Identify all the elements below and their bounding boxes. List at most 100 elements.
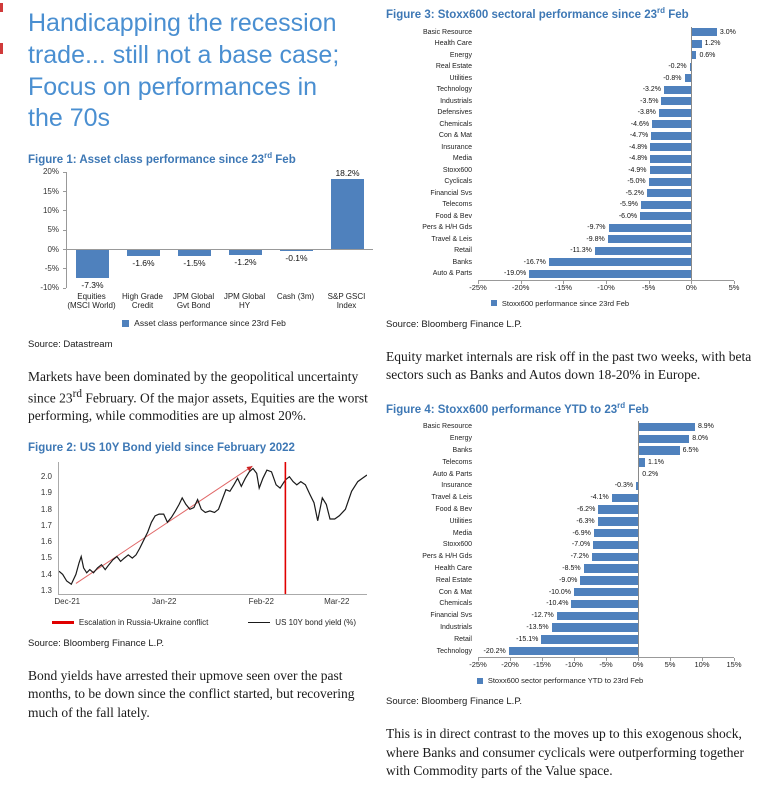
x-axis-tick [734,658,735,662]
legend-label: Asset class performance since 23rd Feb [134,318,286,329]
x-axis-tick-label: -5% [641,282,656,292]
category-label: Insurance [441,482,472,490]
bar [571,599,638,609]
y-axis-tick [63,191,66,193]
figure3-title-suffix: Feb [665,8,689,21]
y-axis-tick-label: 1.4 [40,569,52,579]
bar [598,505,638,514]
bar-value-label: -8.5% [562,564,581,572]
category-label: Energy [449,435,472,443]
x-axis-tick [606,280,607,284]
bar-value-label: -1.2% [234,256,257,267]
bar-plot-area: 20% 15% 10% 5% 0% -5% -10% -7.3% -1.6% -1.5% -1.2%… [28,167,380,292]
bar-value-label: -16.7% [523,258,546,266]
y-axis-tick-label: 0% [47,244,59,254]
figure1-title-superscript: rd [264,151,273,160]
bar-value-label: -7.2% [570,553,589,561]
bar-value-label: -4.8% [629,143,648,151]
legend-marker [476,677,483,684]
paragraph-2: Bond yields have arrested their upmove s… [28,667,355,720]
bar-value-label: -15.1% [516,635,539,643]
bar [529,269,692,278]
x-axis-tick-label: Mar-22 [324,596,350,606]
x-axis-tick-label: -5% [599,660,613,670]
x-axis-tick-label: -10% [565,660,583,670]
bar-value-label: -1.6% [132,258,155,269]
category-label: Energy [449,51,472,59]
bar-value-label: 1.1% [648,458,664,466]
bar-value-label: -7.0% [571,541,591,549]
x-axis-tick-label: 10% [694,660,710,670]
y-axis-tick-label: -10% [40,283,59,293]
bar [684,74,692,83]
bar [541,635,638,644]
bar [608,223,692,232]
bar-value-label: -19.0% [504,270,527,278]
category-label: Cash (3m) [276,291,315,301]
figure-2: Figure 2: US 10Y Bond yield since Februa… [28,442,380,649]
bar-plot-area: Basic Resource 8.9% Energy 8.0% Banks 6.5% Tel… [386,421,766,658]
category-label: Auto & Parts [432,270,472,278]
y-axis-tick-label: 5% [47,225,59,235]
legend-label: Stoxx600 sector performance YTD to 23rd … [487,676,644,686]
x-axis-tick [734,280,735,284]
bar-value-label: -13.5% [526,623,549,631]
category-label: Travel & Leis [431,235,472,243]
bar-value-label: -0.1% [285,252,308,263]
x-axis-tick-label: -15% [554,282,573,292]
bar [649,166,692,175]
y-axis-tick [63,287,66,289]
bar [611,493,638,502]
paragraph-1-suffix: February. Of the major assets, Equities … [28,390,368,424]
figure-1: Figure 1: Asset class performance since … [28,151,380,350]
bar [636,481,638,491]
x-axis-tick [563,280,565,284]
category-label: Media [452,529,472,537]
bar-value-label: 3.0% [719,28,736,36]
bar [593,529,638,538]
bar-value-label: -10.4% [546,600,569,608]
x-axis-tick-label: -20% [501,660,519,670]
left-column: Handicapping the recession trade... stil… [28,4,380,796]
figure3-chart: Basic Resource 3.0% Health Care 1.2% Energy 0… [386,26,766,308]
bar-value-label: -5.2% [625,189,644,197]
category-label: Auto & Parts [432,470,472,478]
category-label: JPM Global Gvt Bond [172,291,215,311]
figure2-source: Source: Bloomberg Finance L.P. [28,637,165,649]
bar [691,39,702,48]
bar [691,28,717,37]
x-axis-tick [638,658,639,662]
plot-area [58,461,368,595]
figure1-source: Source: Datastream [28,339,113,351]
figure2-chart: 2.0 1.9 1.8 1.7 1.6 1.5 1.4 1.3 Dec-21 Jan-22 Feb-… [28,461,380,627]
bar-value-label: -5.0% [627,178,646,186]
x-axis-tick-label: -20% [511,282,530,292]
category-label: Utilities [449,74,472,82]
bar-value-label: -11.3% [570,247,592,255]
y-axis-tick [63,171,66,173]
legend-label: US 10Y bond yield (%) [275,617,357,627]
x-axis-tick [670,658,671,662]
x-axis-tick-label: -25% [469,282,487,292]
bar [127,250,160,257]
x-axis-labels: Dec-21 Jan-22 Feb-22 Mar-22 [54,596,366,608]
bar-value-label: -12.7% [531,612,554,620]
category-label: Industrials [440,623,472,631]
category-label: Basic Resource [422,28,472,36]
bar-value-label: 6.5% [682,446,699,454]
chart-legend: Escalation in Russia-Ukraine conflict US … [28,618,380,627]
bar [597,517,638,526]
zero-axis-line [638,421,639,658]
figure4-source: Source: Bloomberg Finance L.P. [386,696,523,708]
y-axis-tick-label: 15% [42,186,59,196]
bar [650,154,692,163]
bar [661,97,692,106]
y-axis-tick [63,249,66,251]
zero-axis-line [67,249,373,251]
bar-value-label: -0.2% [668,63,687,71]
trend-arrowhead-icon [246,465,253,471]
category-label: High Grade Credit [122,291,163,311]
category-label: Chemicals [439,600,472,608]
bar [229,250,262,255]
